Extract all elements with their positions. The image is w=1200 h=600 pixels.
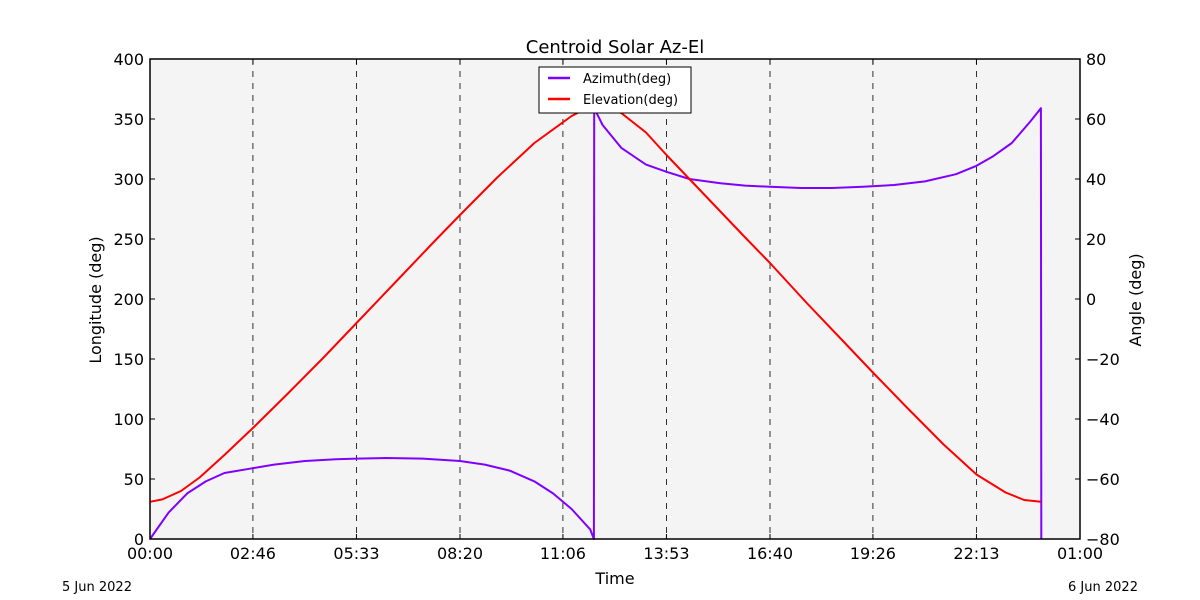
x-tick-label: 01:00 bbox=[1057, 544, 1103, 563]
legend: Azimuth(deg) Elevation(deg) bbox=[538, 66, 692, 114]
x-tick-label: 11:06 bbox=[540, 544, 586, 563]
y2-tick-label: 60 bbox=[1086, 110, 1106, 129]
y-axis-label: Longitude (deg) bbox=[86, 236, 105, 363]
y-tick-label: 300 bbox=[113, 170, 144, 189]
y-tick-label: 50 bbox=[124, 470, 144, 489]
y-tick-label: 350 bbox=[113, 110, 144, 129]
y2-tick-label: −40 bbox=[1086, 410, 1120, 429]
y-tick-label: 250 bbox=[113, 230, 144, 249]
x-tick-label: 05:33 bbox=[333, 544, 379, 563]
x-tick-label: 16:40 bbox=[747, 544, 793, 563]
y-tick-label: 200 bbox=[113, 290, 144, 309]
y2-tick-label: 80 bbox=[1086, 50, 1106, 69]
y-tick-label: 100 bbox=[113, 410, 144, 429]
y2-tick-label: −80 bbox=[1086, 530, 1120, 549]
start-date-label: 5 Jun 2022 bbox=[62, 580, 132, 595]
end-date-label: 6 Jun 2022 bbox=[1068, 580, 1138, 595]
y-tick-label: 400 bbox=[113, 50, 144, 69]
y2-tick-label: 20 bbox=[1086, 230, 1106, 249]
x-axis-ticks: 00:00 02:46 05:33 08:20 11:06 13:53 16:40 19:26… bbox=[127, 59, 1103, 563]
y-axis-ticks: 0 50 100 150 200 250 300 350 400 bbox=[113, 50, 155, 549]
chart-title: Centroid Solar Az-El bbox=[526, 37, 705, 58]
x-tick-label: 22:13 bbox=[953, 544, 999, 563]
y2-axis-ticks: −80 −60 −40 −20 0 20 40 60 80 bbox=[1075, 50, 1120, 549]
y-tick-label: 150 bbox=[113, 350, 144, 369]
x-tick-label: 08:20 bbox=[437, 544, 483, 563]
plot-area bbox=[150, 59, 1080, 539]
x-tick-label: 19:26 bbox=[850, 544, 896, 563]
y2-tick-label: 40 bbox=[1086, 170, 1106, 189]
x-tick-label: 02:46 bbox=[230, 544, 276, 563]
x-axis-label: Time bbox=[594, 569, 634, 588]
y2-tick-label: −20 bbox=[1086, 350, 1120, 369]
y2-tick-label: 0 bbox=[1086, 290, 1096, 309]
legend-elevation-label: Elevation(deg) bbox=[583, 93, 678, 108]
y-tick-label: 0 bbox=[134, 530, 144, 549]
y2-tick-label: −60 bbox=[1086, 470, 1120, 489]
legend-azimuth-label: Azimuth(deg) bbox=[583, 72, 671, 87]
x-tick-label: 13:53 bbox=[643, 544, 689, 563]
y2-axis-label: Angle (deg) bbox=[1126, 253, 1145, 346]
x-tick-label: 00:00 bbox=[127, 544, 173, 563]
